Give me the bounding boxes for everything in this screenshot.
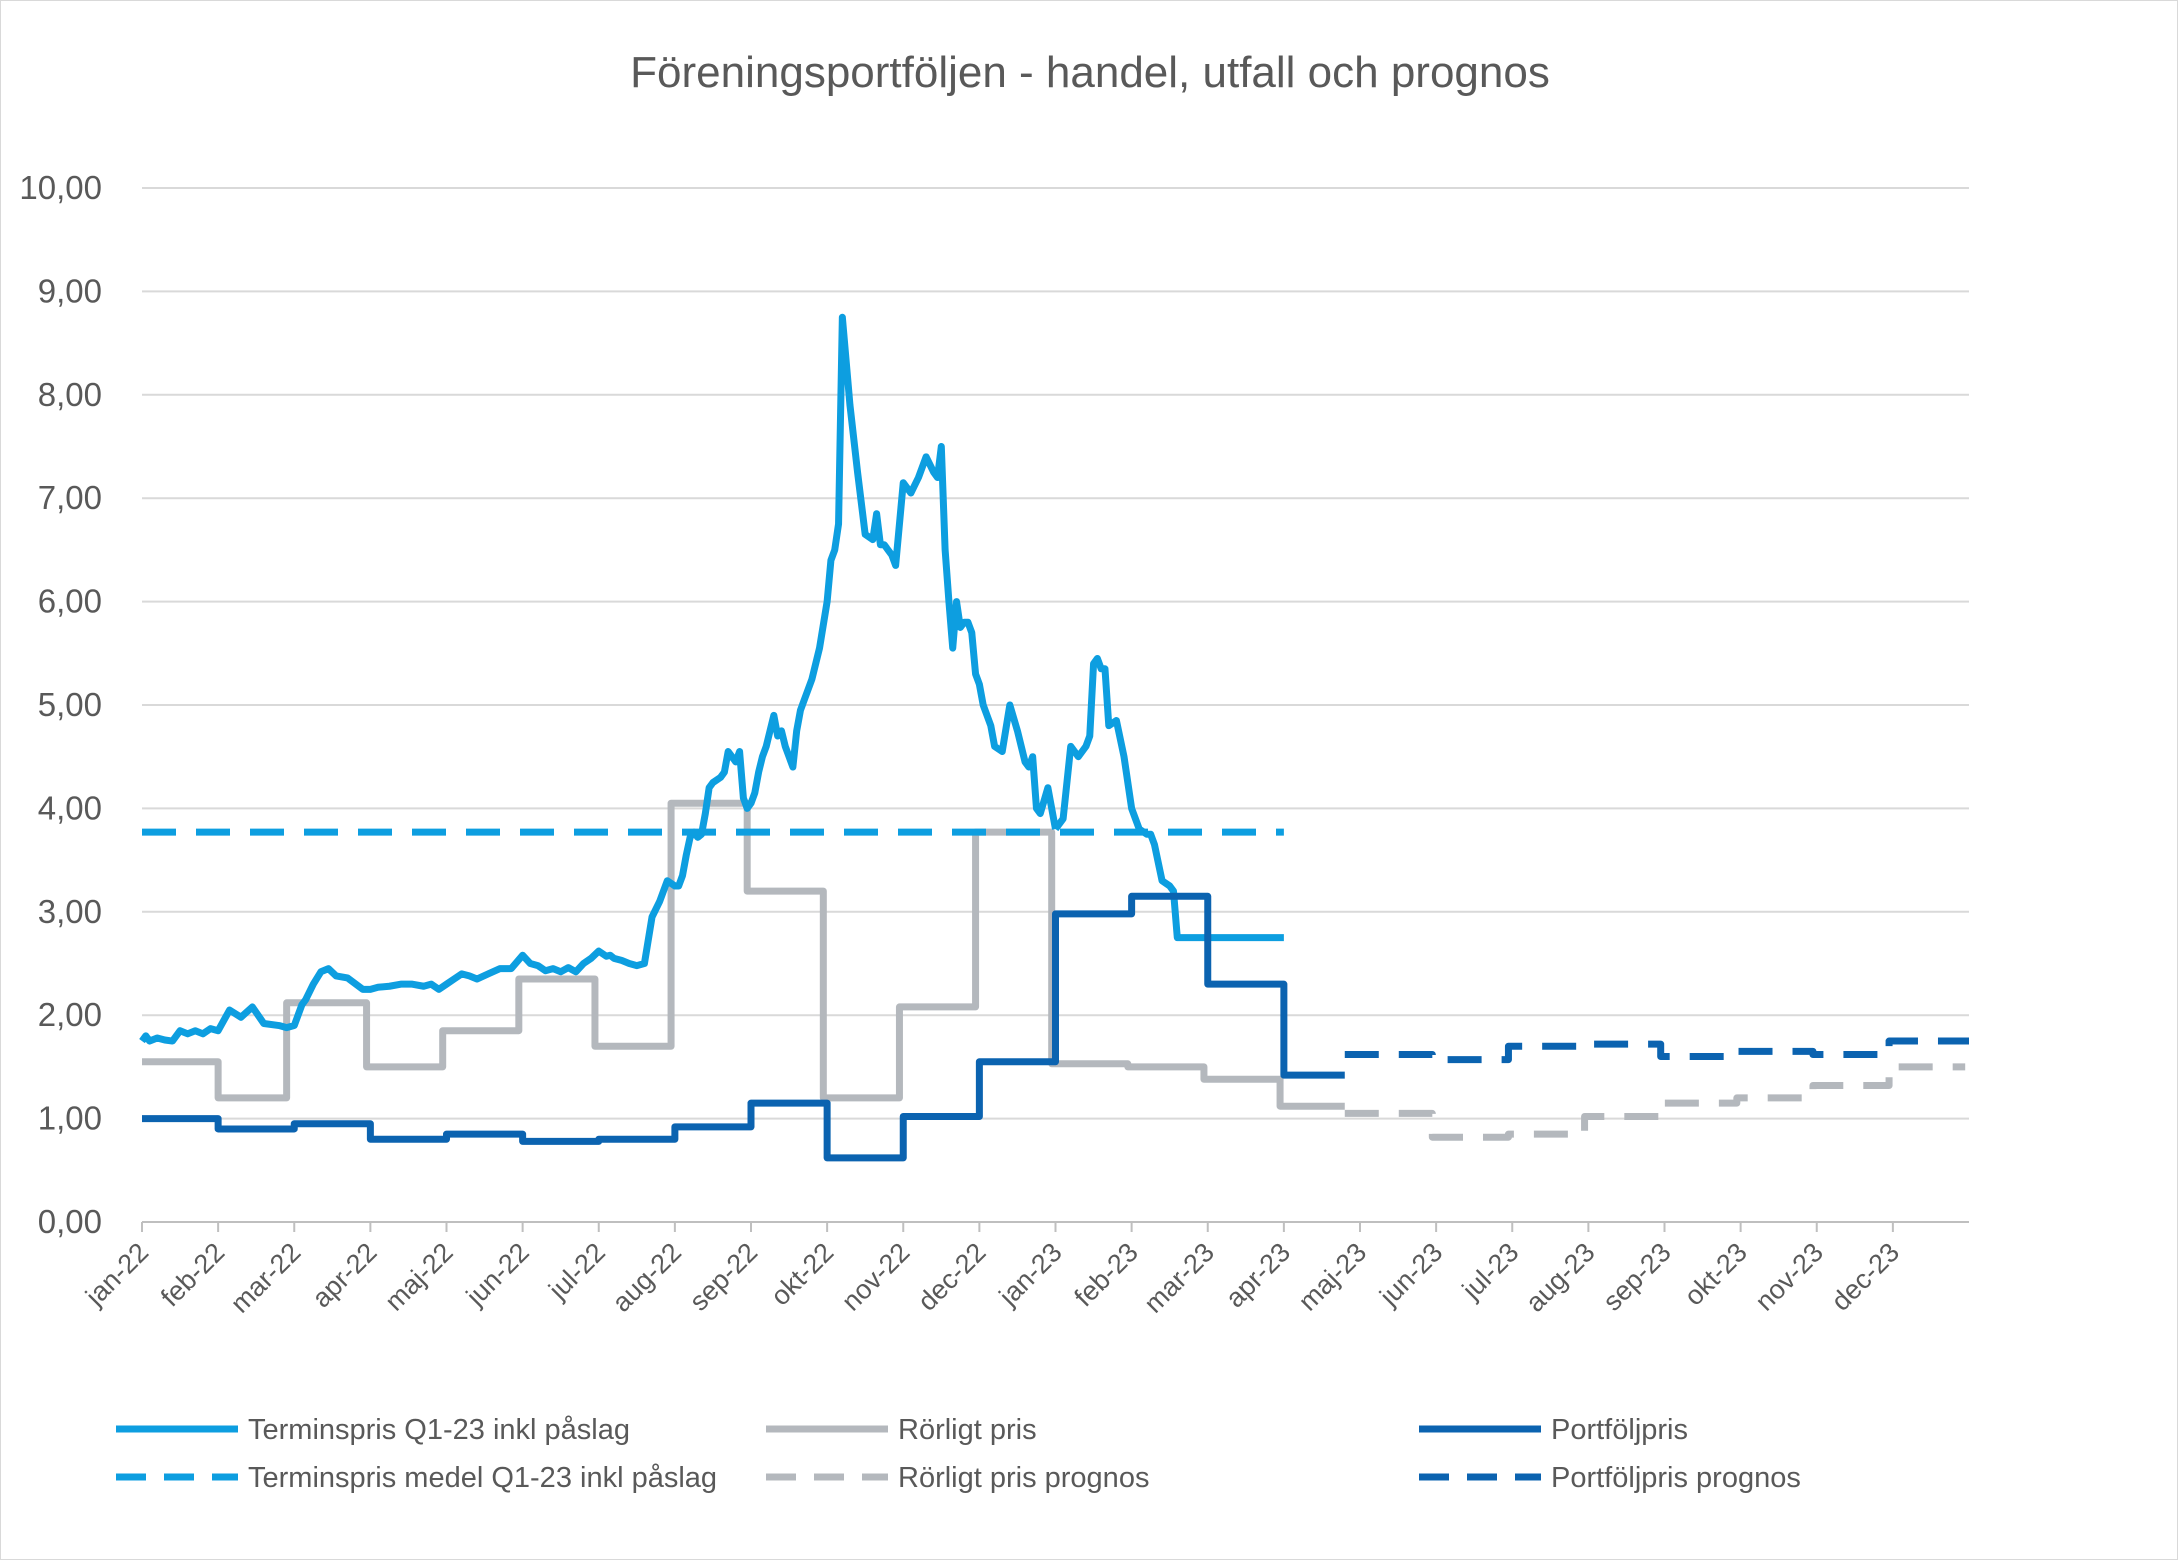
y-tick-label: 8,00 [38, 376, 102, 413]
y-tick-label: 1,00 [38, 1100, 102, 1137]
x-tick-label: jul-23 [1456, 1237, 1525, 1306]
y-tick-label: 2,00 [38, 996, 102, 1033]
y-tick-label: 9,00 [38, 272, 102, 309]
x-tick-label: aug-23 [1520, 1237, 1601, 1318]
legend-label: Portföljpris prognos [1551, 1462, 1801, 1494]
series-line-3 [1344, 1063, 1966, 1141]
x-tick-label: feb-22 [155, 1237, 230, 1312]
x-tick-label: jun-22 [460, 1237, 535, 1312]
x-tick-label: jun-23 [1373, 1237, 1448, 1312]
legend-label: Terminspris Q1-23 inkl påslag [248, 1414, 630, 1446]
y-tick-label: 10,00 [19, 169, 102, 206]
legend: Terminspris Q1-23 inkl påslag Rörligt pri… [116, 1414, 1801, 1494]
x-tick-label: feb-23 [1069, 1237, 1144, 1312]
series-line-2 [142, 799, 1345, 1110]
x-tick-label: maj-22 [379, 1237, 459, 1317]
chart-title: Föreningsportföljen - handel, utfall och… [630, 48, 1550, 97]
series-line-0-b [1052, 654, 1284, 942]
x-tick-label: jan-23 [993, 1237, 1068, 1312]
gridlines [142, 187, 1969, 1120]
legend-label: Rörligt pris [898, 1414, 1037, 1446]
x-tick-label: apr-23 [1220, 1237, 1296, 1313]
x-tick-label: mar-23 [1138, 1237, 1220, 1319]
x-tick-label: dec-23 [1826, 1237, 1906, 1317]
x-tick-label: jan-22 [79, 1237, 154, 1312]
y-axis-ticks: 0,00 1,00 2,00 3,00 4,00 5,00 6,00 7,00 8,00 9,00… [19, 169, 102, 1240]
x-tick-label: apr-22 [306, 1237, 382, 1313]
y-tick-label: 3,00 [38, 893, 102, 930]
x-tick-label: aug-22 [606, 1237, 687, 1318]
x-tick-label: maj-23 [1293, 1237, 1373, 1317]
x-tick-label: nov-23 [1749, 1237, 1829, 1317]
legend-label: Rörligt pris prognos [898, 1462, 1149, 1494]
x-tick-label: jul-22 [542, 1237, 611, 1306]
series-line-5 [1344, 1037, 1969, 1064]
y-tick-label: 4,00 [38, 789, 102, 826]
x-tick-label: dec-22 [912, 1237, 992, 1317]
series-line-0 [139, 313, 1059, 1045]
y-tick-label: 5,00 [38, 686, 102, 723]
y-tick-label: 0,00 [38, 1203, 102, 1240]
x-tick-label: okt-23 [1679, 1237, 1753, 1311]
x-tick-label: mar-22 [225, 1237, 307, 1319]
series-line-4 [142, 892, 1345, 1162]
legend-label: Portföljpris [1551, 1414, 1688, 1446]
x-tick-label: okt-22 [765, 1237, 839, 1311]
legend-label: Terminspris medel Q1-23 inkl påslag [248, 1462, 717, 1494]
y-tick-label: 6,00 [38, 583, 102, 620]
x-tick-label: sep-23 [1597, 1237, 1677, 1317]
x-tick-label: nov-22 [836, 1237, 916, 1317]
y-tick-label: 7,00 [38, 479, 102, 516]
series-lines [139, 313, 1969, 1162]
x-tick-label: sep-22 [684, 1237, 764, 1317]
